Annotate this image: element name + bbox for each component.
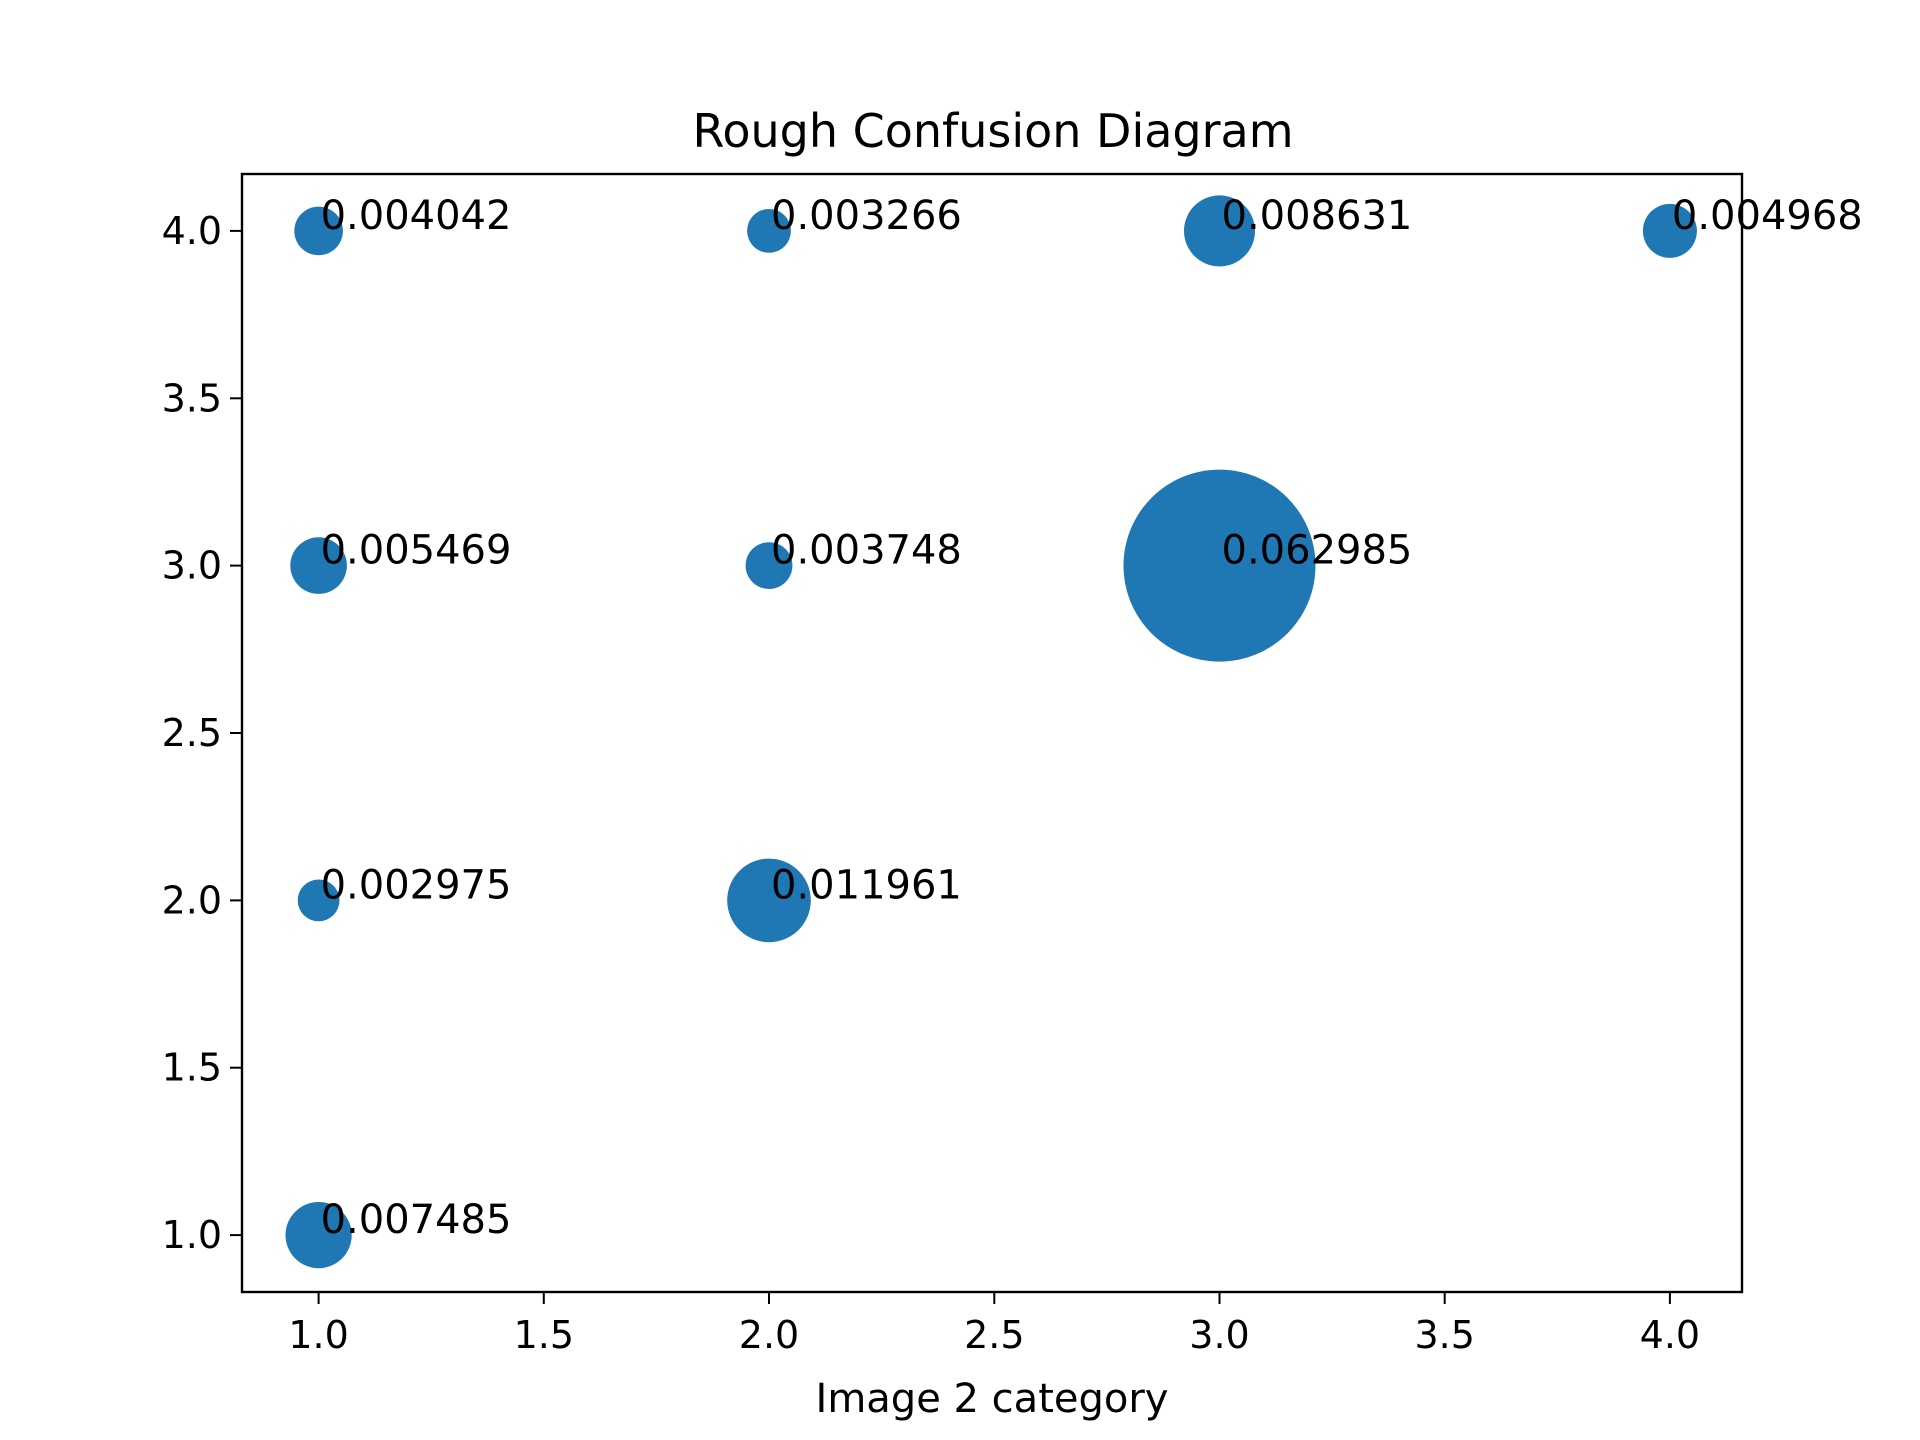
y-tick-label-6: 4.0 <box>162 209 222 253</box>
data-point-9 <box>285 1202 352 1269</box>
data-point-5 <box>745 542 793 589</box>
data-point-6 <box>1123 469 1316 662</box>
data-point-4 <box>290 537 347 594</box>
x-tick-label-3: 2.5 <box>964 1313 1024 1357</box>
data-point-1 <box>747 209 791 253</box>
data-label-3: 0.004968 <box>1672 193 1863 239</box>
data-label-9: 0.007485 <box>321 1197 512 1243</box>
data-label-4: 0.005469 <box>321 528 512 574</box>
y-axis-ticks: 1.0 1.5 2.0 2.5 3.0 3.5 4.0 <box>162 209 242 1257</box>
plot-area-frame <box>240 172 1744 1294</box>
y-tick-label-0: 1.0 <box>162 1213 222 1257</box>
y-tick-label-3: 2.5 <box>162 711 222 755</box>
data-label-1: 0.003266 <box>771 193 962 239</box>
x-tick-label-1: 1.5 <box>514 1313 574 1357</box>
data-label-5: 0.003748 <box>771 528 962 574</box>
data-point-7 <box>297 879 340 922</box>
y-tick-label-4: 3.0 <box>162 544 222 588</box>
points-layer <box>285 195 1697 1269</box>
point-labels-layer: 0.004042 0.003266 0.008631 0.004968 0.005469… <box>321 193 1863 1243</box>
data-point-3 <box>1642 203 1697 258</box>
x-axis-label: Image 2 category <box>816 1376 1169 1422</box>
data-point-0 <box>294 206 343 256</box>
chart-title: Rough Confusion Diagram <box>692 104 1293 158</box>
data-label-2: 0.008631 <box>1222 193 1413 239</box>
x-tick-label-6: 4.0 <box>1640 1313 1700 1357</box>
data-point-2 <box>1184 195 1255 267</box>
x-tick-label-2: 2.0 <box>739 1313 799 1357</box>
x-tick-label-5: 3.5 <box>1414 1313 1474 1357</box>
y-tick-label-1: 1.5 <box>162 1046 222 1090</box>
x-axis-ticks: 1.0 1.5 2.0 2.5 3.0 3.5 4.0 <box>288 1292 1700 1357</box>
y-tick-label-5: 3.5 <box>162 376 222 420</box>
data-label-6: 0.062985 <box>1222 528 1413 574</box>
data-label-0: 0.004042 <box>321 193 512 239</box>
data-label-7: 0.002975 <box>321 862 512 908</box>
data-label-8: 0.011961 <box>771 862 962 908</box>
y-tick-label-2: 2.0 <box>162 878 222 922</box>
x-tick-label-4: 3.0 <box>1189 1313 1249 1357</box>
x-tick-label-0: 1.0 <box>288 1313 348 1357</box>
data-point-8 <box>727 858 811 943</box>
